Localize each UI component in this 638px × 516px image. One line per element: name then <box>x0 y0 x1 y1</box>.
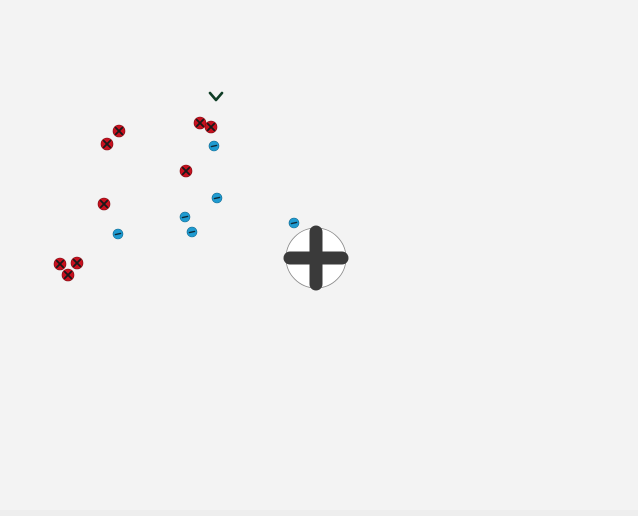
negative-particle <box>186 226 198 238</box>
positive-particle <box>193 116 207 130</box>
positive-particle <box>112 124 126 138</box>
player-charge[interactable] <box>283 225 349 291</box>
chevron-down-icon <box>208 91 224 102</box>
negative-particle <box>288 217 300 229</box>
positive-particle <box>204 120 218 134</box>
positive-particle <box>53 257 67 271</box>
negative-particle <box>208 140 220 152</box>
negative-particle <box>112 228 124 240</box>
stage-bottom-edge <box>0 510 638 516</box>
negative-particle <box>211 192 223 204</box>
negative-particle <box>179 211 191 223</box>
positive-particle <box>179 164 193 178</box>
positive-particle <box>70 256 84 270</box>
positive-particle <box>97 197 111 211</box>
plus-icon <box>283 225 349 291</box>
positive-particle <box>100 137 114 151</box>
positive-particle <box>61 268 75 282</box>
